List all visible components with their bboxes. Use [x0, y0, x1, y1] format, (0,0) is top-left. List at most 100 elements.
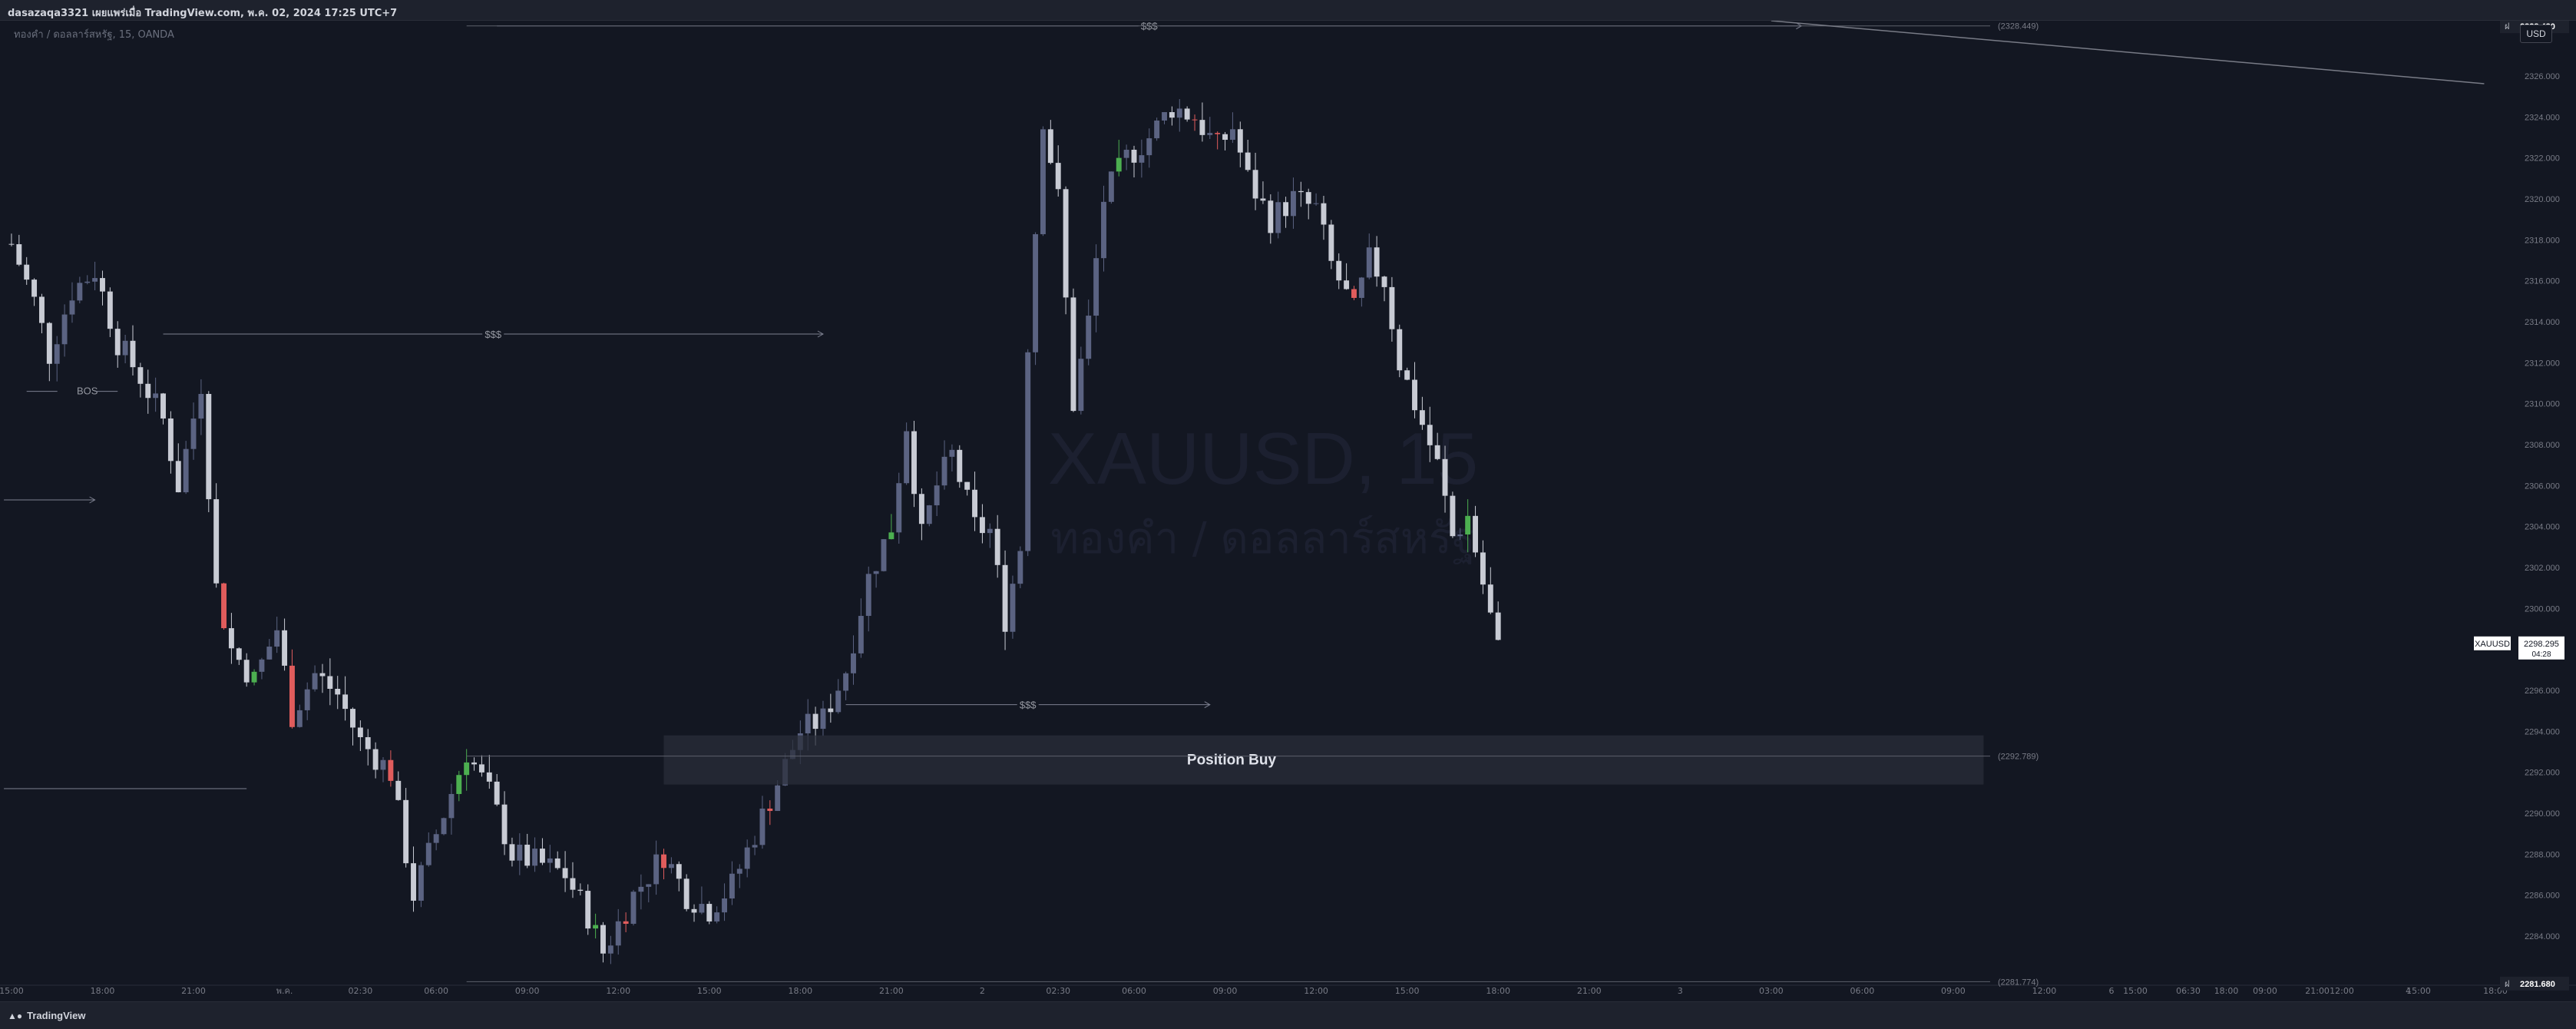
- candle-body: [1442, 458, 1448, 496]
- candle-body: [213, 499, 220, 584]
- candle-body: [1169, 112, 1175, 118]
- candle-body: [509, 844, 515, 861]
- candle-body: [1427, 425, 1433, 445]
- candle-body: [570, 878, 576, 890]
- watermark-description: ทองคำ / ดอลลาร์สหรัฐ: [1050, 514, 1476, 564]
- price-tick-label: 2310.000: [2525, 400, 2560, 409]
- candle-body: [1412, 379, 1417, 411]
- candle-body: [896, 483, 902, 533]
- candle-body: [653, 854, 660, 885]
- candle-body: [904, 431, 910, 484]
- candle-body: [668, 864, 674, 869]
- time-tick-label: 12:00: [2330, 986, 2354, 996]
- candle-body: [312, 673, 318, 690]
- candle-body: [1245, 152, 1251, 170]
- time-tick-label: 06:00: [1122, 986, 1146, 996]
- candle-body: [1328, 224, 1334, 261]
- candle-body: [926, 505, 932, 524]
- time-tick-label: 18:00: [91, 986, 115, 996]
- candle-body: [517, 844, 523, 861]
- candle-body: [16, 244, 22, 265]
- candle-body: [372, 749, 379, 770]
- candle-body: [1222, 134, 1228, 141]
- time-tick-label: 15:00: [1395, 986, 1420, 996]
- candle-body: [1305, 192, 1311, 204]
- time-tick-label: 12:00: [2032, 986, 2057, 996]
- candle-body: [979, 517, 985, 534]
- time-tick-label: 09:00: [1213, 986, 1238, 996]
- candle-body: [1298, 190, 1304, 193]
- candle-body: [683, 878, 689, 909]
- time-tick-label: 12:00: [1304, 986, 1328, 996]
- candle-body: [92, 278, 98, 282]
- candle-body: [1033, 233, 1039, 352]
- candle-body: [767, 808, 773, 812]
- candle-body: [441, 818, 447, 835]
- price-tick-label: 2306.000: [2525, 481, 2560, 491]
- candle-body: [775, 785, 781, 812]
- candle-body: [456, 775, 462, 794]
- currency-button[interactable]: USD: [2520, 25, 2552, 43]
- candle-body: [464, 762, 470, 776]
- footer-bar: ▲● TradingView: [0, 1001, 2576, 1029]
- price-tick-label: 2318.000: [2525, 236, 2560, 245]
- candle-body: [266, 647, 273, 660]
- candle-body: [714, 912, 720, 921]
- position-buy-label: Position Buy: [1187, 753, 1277, 769]
- time-tick-label: พ.ค.: [276, 986, 293, 996]
- candle-body: [1321, 203, 1327, 225]
- candle-body: [851, 653, 856, 673]
- candle-body: [615, 921, 621, 946]
- candle-body: [699, 904, 705, 913]
- price-tick-label: 2292.000: [2525, 769, 2560, 778]
- candle-body: [1237, 129, 1243, 153]
- candle-body: [1480, 552, 1486, 585]
- watermark-symbol: XAUUSD, 15: [1048, 418, 1478, 500]
- candle-body: [1154, 120, 1160, 139]
- candle-body: [812, 713, 818, 730]
- candle-body: [1290, 190, 1296, 217]
- time-tick-label: 03:00: [1759, 986, 1784, 996]
- time-tick-label: 09:00: [1941, 986, 1966, 996]
- candle-body: [357, 727, 363, 737]
- candle-body: [145, 383, 151, 399]
- candle-body: [167, 418, 174, 462]
- candle-body: [1040, 129, 1046, 234]
- price-tick-label: 2290.000: [2525, 809, 2560, 819]
- last-price-value: 2298.295: [2524, 640, 2559, 649]
- candle-body: [1086, 316, 1092, 359]
- candle-body: [494, 781, 500, 805]
- price-tick-label: 2284.000: [2525, 932, 2560, 941]
- price-tick-label: 2308.000: [2525, 441, 2560, 450]
- candle-body: [77, 283, 83, 301]
- candle-body: [84, 281, 91, 283]
- time-tick-label: 06:00: [1850, 986, 1875, 996]
- candle-body: [1101, 201, 1106, 259]
- candle-body: [593, 925, 599, 929]
- price-tick-label: 2314.000: [2525, 318, 2560, 327]
- candle-body: [1397, 329, 1403, 371]
- candle-body: [425, 842, 432, 865]
- tradingview-logo[interactable]: ▲● TradingView: [8, 1010, 85, 1021]
- candle-body: [554, 858, 561, 869]
- candle-body: [957, 449, 963, 482]
- candle-body: [888, 532, 894, 540]
- candle-body: [729, 873, 735, 899]
- liquidity-label: $$$: [1020, 700, 1037, 711]
- candle-body: [1139, 155, 1145, 163]
- candle-body: [46, 323, 52, 364]
- candle-body: [1146, 138, 1152, 156]
- candle-body: [335, 688, 341, 695]
- time-tick-label: 02:30: [1046, 986, 1070, 996]
- candle-body: [1351, 289, 1357, 298]
- liquidity-label: $$$: [484, 329, 501, 340]
- candle-body: [388, 759, 394, 781]
- candle-body: [858, 616, 864, 653]
- candle-body: [1199, 120, 1205, 135]
- candle-body: [949, 449, 955, 457]
- time-tick-label: 02:30: [349, 986, 373, 996]
- brand-name: TradingView: [27, 1010, 86, 1021]
- candle-body: [706, 904, 713, 921]
- candle-body: [1215, 133, 1221, 134]
